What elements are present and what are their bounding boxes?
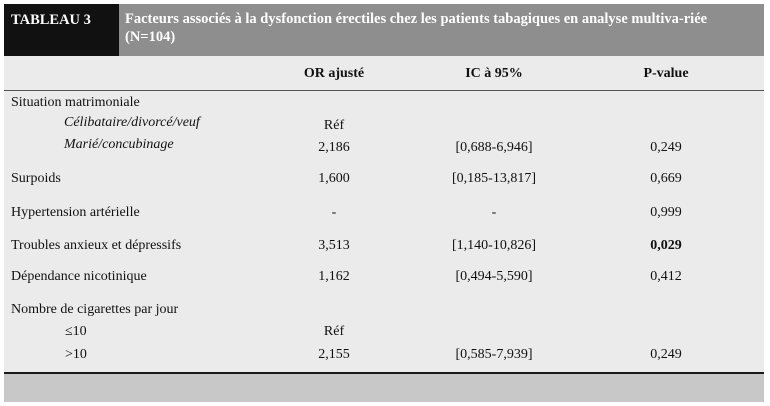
- results-table: TABLEAU 3 Facteurs associés à la dysfonc…: [4, 4, 764, 402]
- row-label-situation: Situation matrimoniale: [11, 95, 140, 110]
- cell-p-gt10: 0,249: [650, 347, 682, 362]
- row-label-gt10: >10: [65, 347, 87, 362]
- column-header-pvalue: P-value: [643, 66, 689, 81]
- cell-p-surpoids: 0,669: [650, 171, 682, 186]
- cell-p-hta: 0,999: [650, 205, 682, 220]
- cell-p-marie: 0,249: [650, 140, 682, 155]
- cell-or-celibataire: Réf: [323, 118, 345, 133]
- table-label: TABLEAU 3: [4, 4, 119, 56]
- row-label-surpoids: Surpoids: [11, 171, 61, 186]
- row-label-le10: ≤10: [65, 324, 87, 339]
- cell-or-dependance: 1,162: [318, 269, 350, 284]
- cell-or-le10: Réf: [323, 324, 345, 339]
- column-header-row: OR ajusté IC à 95% P-value: [4, 56, 764, 91]
- bottom-rule: [4, 372, 764, 374]
- cell-or-troubles: 3,513: [318, 238, 350, 253]
- cell-ic-gt10: [0,585-7,939]: [455, 347, 533, 362]
- cell-or-hta: -: [331, 205, 337, 220]
- cell-ic-marie: [0,688-6,946]: [455, 140, 533, 155]
- cell-p-dependance: 0,412: [650, 269, 682, 284]
- row-label-celibataire: Célibataire/divorcé/veuf: [64, 115, 200, 130]
- cell-or-gt10: 2,155: [318, 347, 350, 362]
- row-label-troubles: Troubles anxieux et dépressifs: [11, 238, 182, 253]
- cell-ic-troubles: [1,140-10,826]: [452, 238, 536, 253]
- table-title: Facteurs associés à la dysfonction érect…: [119, 4, 764, 56]
- row-label-hta: Hypertension artérielle: [11, 205, 140, 220]
- column-header-or: OR ajusté: [303, 66, 365, 81]
- cell-ic-surpoids: [0,185-13,817]: [452, 171, 536, 186]
- row-label-cigarettes: Nombre de cigarettes par jour: [11, 302, 179, 317]
- cell-ic-hta: -: [491, 205, 497, 220]
- cell-p-troubles: 0,029: [650, 238, 682, 253]
- cell-ic-dependance: [0,494-5,590]: [455, 269, 533, 284]
- cell-or-surpoids: 1,600: [318, 171, 350, 186]
- row-label-dependance: Dépendance nicotinique: [11, 269, 147, 284]
- cell-or-marie: 2,186: [318, 140, 350, 155]
- table-header: TABLEAU 3 Facteurs associés à la dysfonc…: [4, 4, 764, 56]
- table-footer-band: [4, 374, 764, 402]
- row-label-marie: Marié/concubinage: [64, 137, 174, 152]
- column-header-ic: IC à 95%: [465, 66, 523, 81]
